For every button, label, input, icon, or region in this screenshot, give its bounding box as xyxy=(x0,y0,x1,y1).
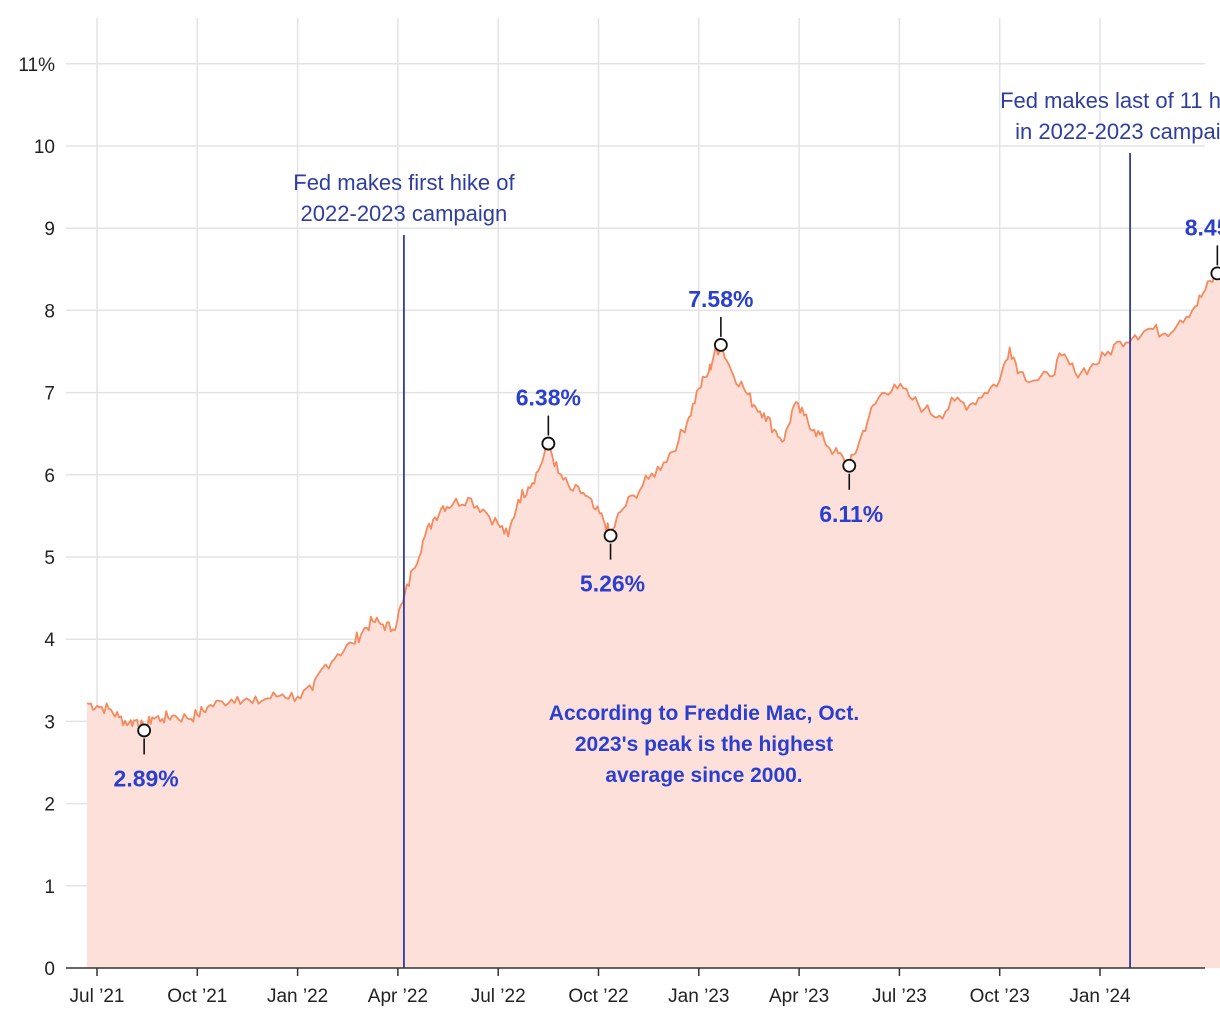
x-tick-label: Apr ’23 xyxy=(769,986,829,1007)
y-tick-label: 2 xyxy=(44,795,55,816)
y-tick-label: 11% xyxy=(18,55,55,76)
marker-label: 6.11% xyxy=(819,501,883,527)
y-tick-label: 0 xyxy=(44,959,55,980)
y-tick-label: 3 xyxy=(44,712,55,733)
y-tick-label: 1 xyxy=(44,877,55,898)
y-tick-label: 6 xyxy=(44,466,55,487)
marker-dot xyxy=(541,436,556,451)
x-tick-label: Oct ’21 xyxy=(167,986,227,1007)
x-tick-label: Jan ’24 xyxy=(1069,986,1131,1007)
fed-event-markers: Fed makes first hike of 2022-2023 campaig… xyxy=(293,88,1220,968)
marker-dot xyxy=(1210,266,1220,281)
freddie-mac-note: According to Freddie Mac, Oct. 2023's pea… xyxy=(549,702,859,787)
freddie-mac-note-line: 2023's peak is the highest xyxy=(575,733,833,756)
x-tick-label: Jan ’22 xyxy=(267,986,328,1007)
y-tick-label: 8 xyxy=(44,301,55,322)
fed-event-label: 2022-2023 campaign xyxy=(301,201,508,226)
marker-dot xyxy=(842,458,857,473)
x-tick-label: Apr ’22 xyxy=(368,986,428,1007)
x-tick-label: Jan ’23 xyxy=(668,986,729,1007)
x-tick-label: Jul ’21 xyxy=(70,986,125,1007)
x-tick-label: Jul ’23 xyxy=(872,986,927,1007)
y-tick-label: 4 xyxy=(44,630,55,651)
marker-dot xyxy=(137,723,152,738)
value-markers: 2.89%6.38%5.26%7.58%6.11%8.45%6.91% xyxy=(114,214,1220,791)
y-tick-label: 10 xyxy=(34,137,55,158)
fed-event-label: in 2022-2023 campaign xyxy=(1015,119,1220,144)
marker-label: 8.45% xyxy=(1185,214,1220,240)
rate-area xyxy=(86,272,1220,968)
y-tick-label: 9 xyxy=(44,219,55,240)
fed-event-label: Fed makes first hike of xyxy=(293,170,515,195)
freddie-mac-note-line: According to Freddie Mac, Oct. xyxy=(549,702,859,725)
marker-label: 7.58% xyxy=(688,286,753,312)
freddie-mac-note-line: average since 2000. xyxy=(605,764,802,787)
marker-label: 5.26% xyxy=(580,571,645,597)
marker-label: 2.89% xyxy=(114,765,179,791)
marker-dot xyxy=(713,338,728,352)
y-tick-label: 5 xyxy=(44,548,55,569)
rate-area-fill xyxy=(87,273,1220,968)
rate-line xyxy=(86,272,1220,734)
marker-dot xyxy=(603,528,618,543)
y-tick-label: 7 xyxy=(44,384,55,405)
x-tick-label: Oct ’22 xyxy=(568,986,628,1007)
x-tick-label: Oct ’23 xyxy=(970,986,1030,1007)
fed-event-label: Fed makes last of 11 hikes xyxy=(1000,88,1220,113)
marker-label: 6.38% xyxy=(516,385,581,411)
x-tick-label: Jul ’22 xyxy=(471,986,526,1007)
